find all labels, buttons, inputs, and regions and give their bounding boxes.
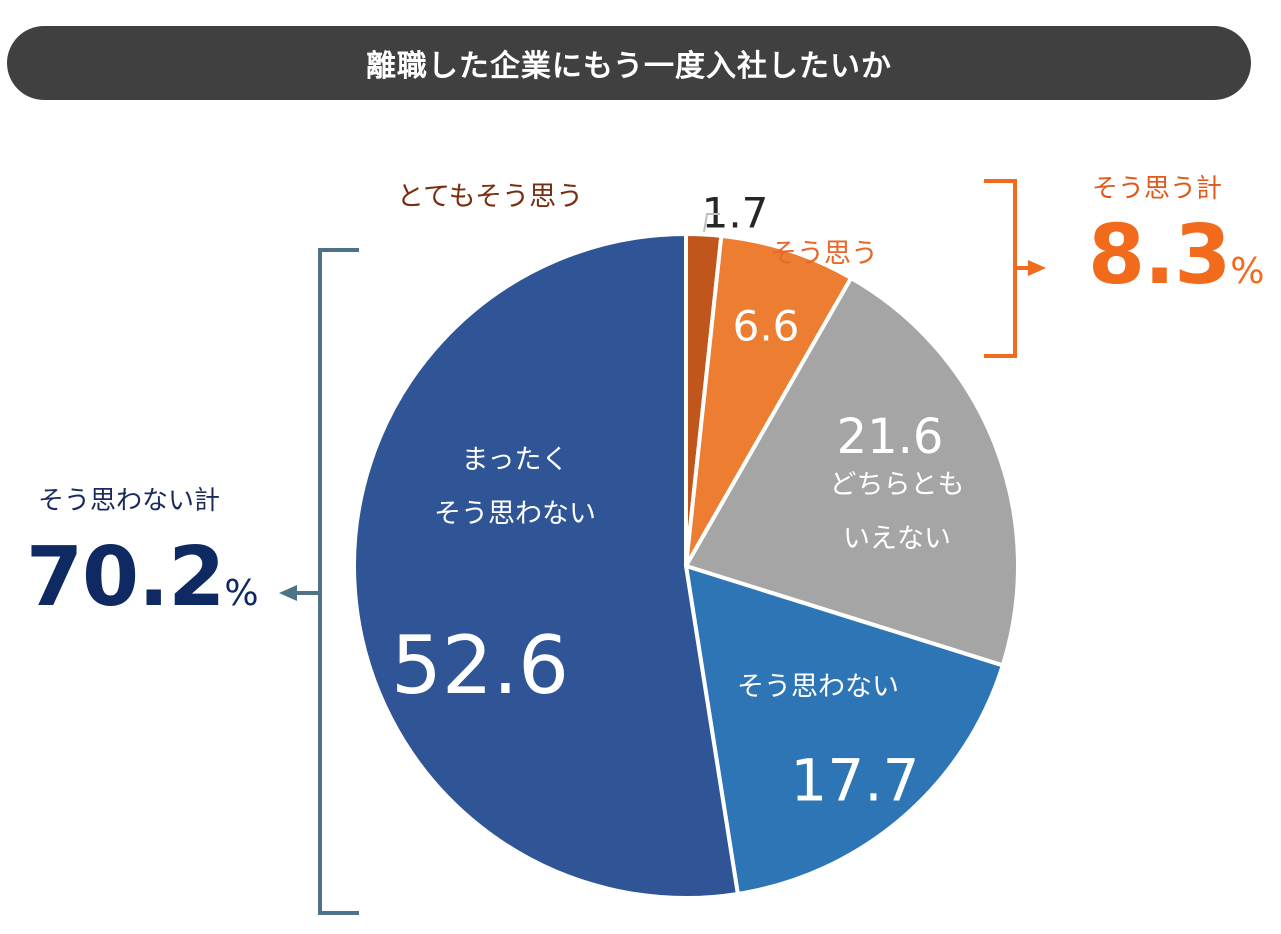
slice-value-label: 21.6	[837, 409, 944, 465]
slice-value-label: 52.6	[391, 619, 569, 712]
pie-slice	[684, 233, 854, 568]
negative-arrow-head	[279, 585, 297, 601]
positive-arrow-head	[1028, 260, 1046, 276]
slice-value-label: 17.7	[790, 746, 919, 814]
positive-total-label: そう思う計	[1092, 174, 1223, 204]
pie-slice	[684, 275, 1020, 668]
title-bar: 離職した企業にもう一度入社したいか	[7, 26, 1251, 100]
positive-bracket	[984, 179, 1017, 358]
negative-total-label: そう思わない計	[38, 486, 221, 516]
pie-slice	[352, 232, 740, 900]
slice-category-label: そう思わない	[434, 498, 596, 529]
positive-total-value: 8.3%	[1088, 208, 1264, 303]
slice-category-label: とてもそう思う	[397, 181, 583, 212]
slice-category-label: いえない	[843, 523, 951, 554]
slice-value-label: 6.6	[733, 302, 800, 351]
slice-category-label: そう思う	[770, 238, 878, 269]
slice-category-label: まったく	[462, 444, 569, 475]
slice-category-label: どちらとも	[830, 469, 965, 500]
chart-title: 離職した企業にもう一度入社したいか	[365, 49, 893, 84]
slice-category-label: そう思わない	[737, 671, 899, 702]
negative-total-value: 70.2%	[26, 530, 259, 625]
pie-slice	[684, 564, 1005, 896]
negative-bracket	[318, 248, 359, 915]
leader-line	[703, 213, 720, 233]
